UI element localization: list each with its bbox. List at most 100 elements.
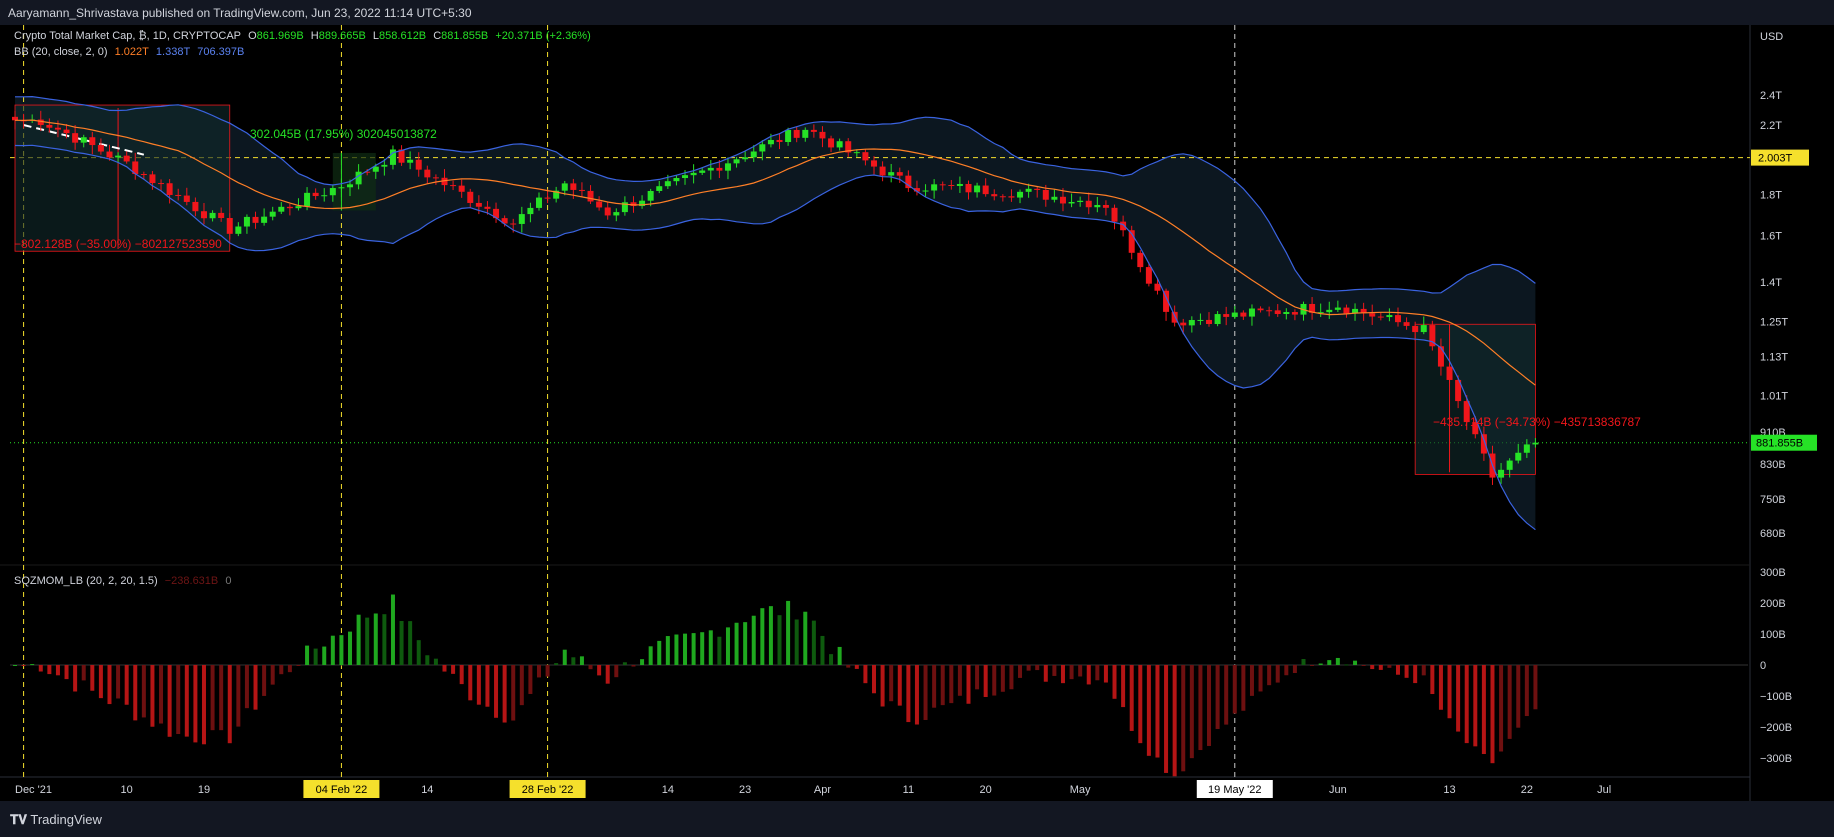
- candle[interactable]: [467, 188, 474, 208]
- candle[interactable]: [1420, 316, 1427, 335]
- candle[interactable]: [793, 127, 800, 143]
- candle[interactable]: [200, 203, 207, 225]
- candle[interactable]: [922, 184, 929, 197]
- candle[interactable]: [80, 134, 87, 148]
- candle[interactable]: [1472, 416, 1479, 439]
- candle[interactable]: [1180, 318, 1187, 335]
- measure-box-up[interactable]: [332, 152, 376, 211]
- candle[interactable]: [991, 189, 998, 201]
- candle[interactable]: [1377, 312, 1384, 321]
- candle[interactable]: [802, 127, 809, 142]
- candle[interactable]: [132, 152, 139, 180]
- candle[interactable]: [639, 195, 646, 209]
- candle[interactable]: [1343, 304, 1350, 318]
- candle[interactable]: [381, 158, 388, 176]
- candle[interactable]: [1429, 320, 1436, 351]
- candle[interactable]: [1094, 196, 1101, 213]
- candle[interactable]: [1317, 303, 1324, 318]
- candle[interactable]: [1145, 262, 1152, 287]
- candle[interactable]: [1291, 309, 1298, 321]
- candle[interactable]: [862, 149, 869, 166]
- candle[interactable]: [72, 125, 79, 150]
- trend-line[interactable]: [23, 124, 145, 156]
- candle[interactable]: [1102, 200, 1109, 216]
- candle[interactable]: [235, 222, 242, 237]
- tradingview-logo[interactable]: 𝐓𝐕 TradingView: [10, 812, 102, 828]
- candle[interactable]: [1266, 306, 1273, 317]
- candle[interactable]: [561, 180, 568, 196]
- candle[interactable]: [261, 208, 268, 226]
- candle[interactable]: [587, 185, 594, 204]
- candle[interactable]: [845, 138, 852, 157]
- candle[interactable]: [1025, 183, 1032, 198]
- candle[interactable]: [286, 203, 293, 216]
- candle[interactable]: [1085, 192, 1092, 215]
- candle[interactable]: [407, 151, 414, 170]
- candle[interactable]: [1008, 189, 1015, 202]
- candle[interactable]: [226, 213, 233, 240]
- candle[interactable]: [1352, 303, 1359, 321]
- candle[interactable]: [1334, 300, 1341, 313]
- candle[interactable]: [853, 149, 860, 157]
- candle[interactable]: [1283, 308, 1290, 320]
- candle[interactable]: [1120, 215, 1127, 237]
- candle[interactable]: [123, 151, 130, 164]
- candle[interactable]: [939, 181, 946, 191]
- candle[interactable]: [1437, 338, 1444, 376]
- candle[interactable]: [432, 174, 439, 185]
- candle[interactable]: [1498, 463, 1505, 484]
- candle[interactable]: [158, 179, 165, 191]
- candle[interactable]: [269, 206, 276, 221]
- candle[interactable]: [321, 188, 328, 202]
- candle[interactable]: [278, 202, 285, 214]
- candle[interactable]: [810, 124, 817, 138]
- candle[interactable]: [604, 202, 611, 220]
- candle[interactable]: [999, 194, 1006, 202]
- candle[interactable]: [1532, 438, 1539, 448]
- candle[interactable]: [1240, 310, 1247, 320]
- candle[interactable]: [89, 131, 96, 155]
- candle[interactable]: [879, 161, 886, 182]
- candle[interactable]: [209, 210, 216, 222]
- candle[interactable]: [458, 179, 465, 198]
- candle[interactable]: [97, 138, 104, 155]
- candle[interactable]: [398, 145, 405, 166]
- candle[interactable]: [956, 176, 963, 193]
- candle[interactable]: [1154, 278, 1161, 295]
- candle[interactable]: [707, 160, 714, 180]
- candle[interactable]: [1051, 189, 1058, 203]
- candle[interactable]: [733, 157, 740, 168]
- candle[interactable]: [673, 175, 680, 186]
- candle[interactable]: [1463, 395, 1470, 430]
- candle[interactable]: [1128, 225, 1135, 260]
- candle[interactable]: [750, 145, 757, 163]
- candle[interactable]: [424, 165, 431, 184]
- candle[interactable]: [372, 163, 379, 179]
- candle[interactable]: [1412, 321, 1419, 341]
- candle[interactable]: [1309, 297, 1316, 320]
- candle[interactable]: [544, 189, 551, 204]
- candle[interactable]: [450, 180, 457, 191]
- chart-svg[interactable]: 2.4T 2.2T 2.003T 1.8T 1.6T 1.4T 1.25T 1.13T 1.01…: [0, 25, 1834, 801]
- candle[interactable]: [329, 184, 336, 202]
- candle[interactable]: [1274, 304, 1281, 317]
- candle[interactable]: [46, 118, 53, 133]
- candle[interactable]: [888, 163, 895, 183]
- candle[interactable]: [699, 167, 706, 175]
- candle[interactable]: [724, 157, 731, 180]
- candle[interactable]: [553, 186, 560, 203]
- candle[interactable]: [1369, 304, 1376, 325]
- candle[interactable]: [347, 179, 354, 197]
- measure-box-right[interactable]: [1414, 323, 1536, 475]
- candle[interactable]: [819, 126, 826, 148]
- candle[interactable]: [828, 135, 835, 152]
- candle[interactable]: [183, 187, 190, 206]
- candle[interactable]: [1360, 302, 1367, 321]
- candle[interactable]: [1188, 316, 1195, 333]
- candle[interactable]: [192, 197, 199, 217]
- candle[interactable]: [1223, 306, 1230, 326]
- candle[interactable]: [905, 170, 912, 192]
- candle[interactable]: [312, 188, 319, 200]
- candle[interactable]: [1059, 188, 1066, 212]
- candle[interactable]: [871, 156, 877, 175]
